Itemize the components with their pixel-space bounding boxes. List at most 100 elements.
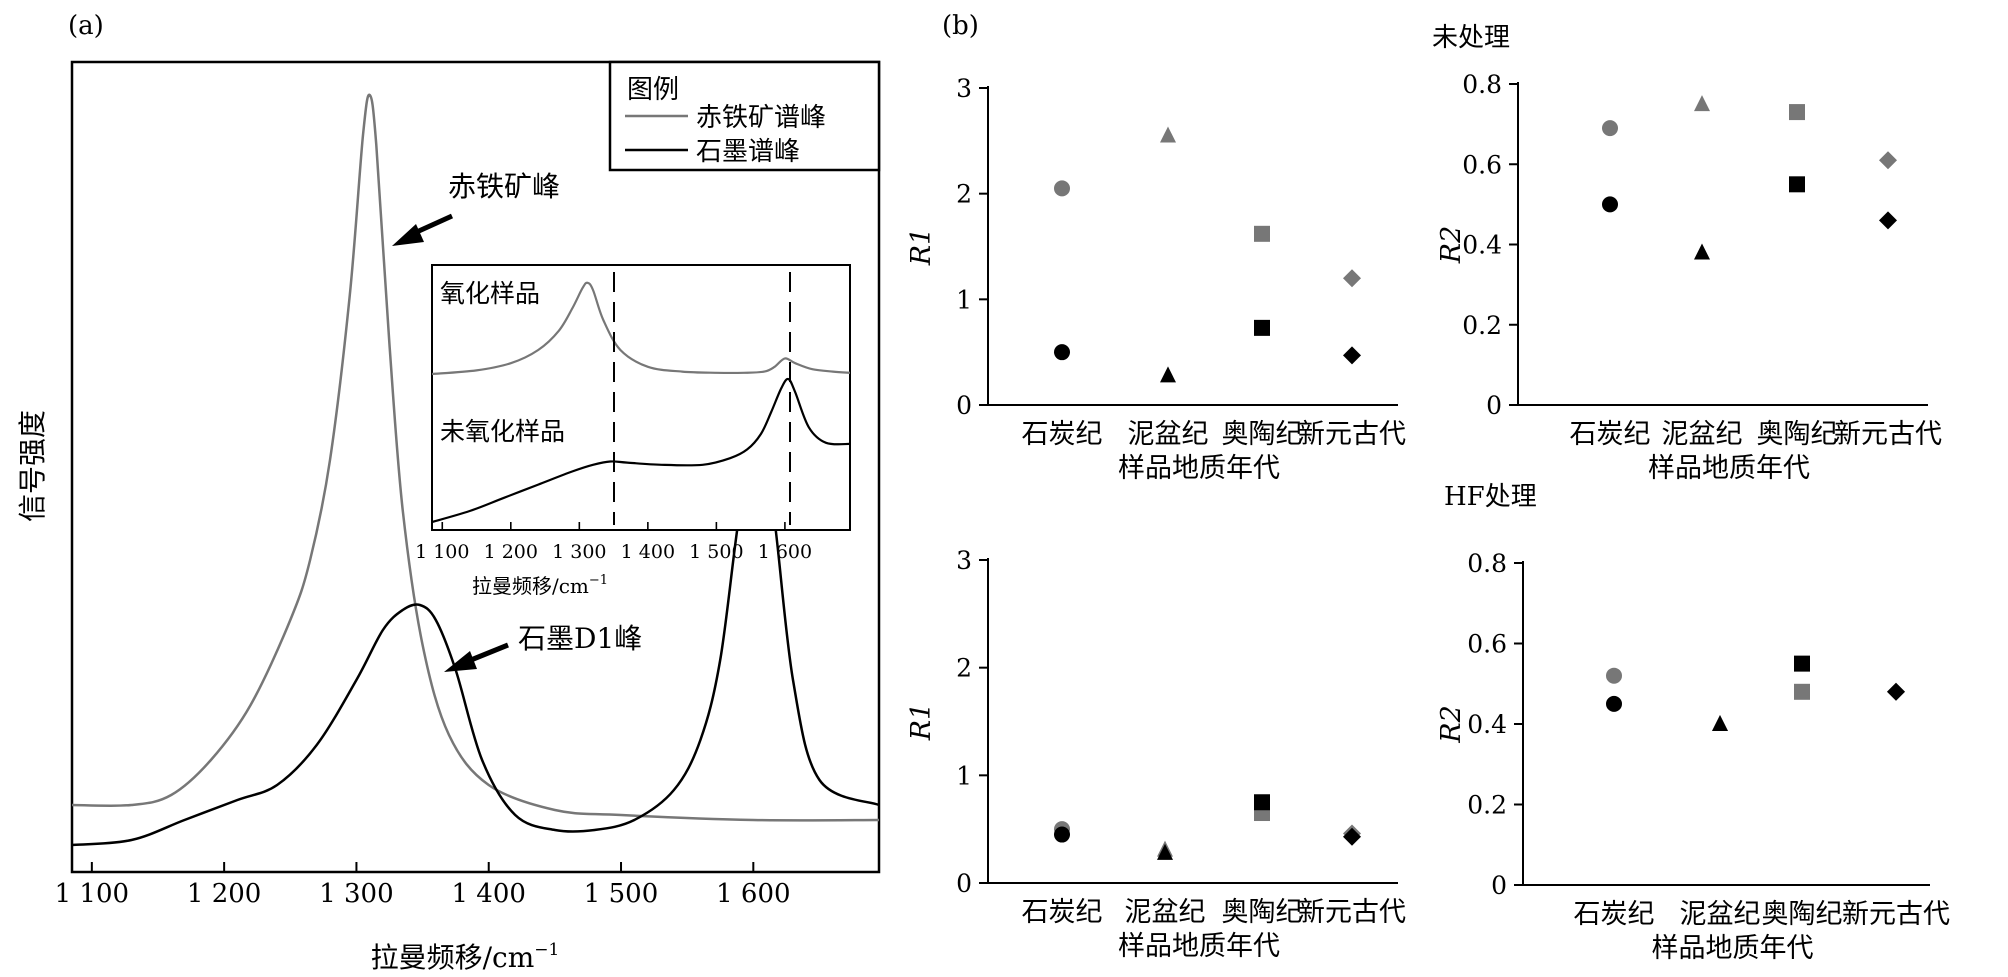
x-axis-label: 样品地质年代 [1652,933,1814,964]
inset-x-tick-label: 1 600 [758,541,812,563]
data-point-black-triangle [1160,366,1176,383]
y-tick-label: 0.8 [1467,549,1507,578]
panel-a-ylabel: 信号强度 [16,410,49,522]
y-tick-label: 3 [956,74,972,103]
panel-a-frame [70,60,881,874]
category-label: 新元古代 [1842,899,1950,930]
data-point-gray-square [1794,683,1810,700]
x-axis-label: 样品地质年代 [1648,453,1810,484]
category-label: 石炭纪 [1574,899,1655,930]
annotation-graphite-d1: 石墨D1峰 [518,622,642,655]
inset-x-ticks: 1 100 1 200 1 300 1 400 1 500 1 600 [415,522,812,563]
y-axis-label: R1 [906,228,937,267]
main-x-tick-label: 1 500 [584,879,658,909]
data-point-gray-circle [1606,667,1622,684]
data-point-gray-diamond [1343,269,1361,288]
category-label: 新元古代 [1298,419,1406,450]
legend-title: 图例 [627,75,679,105]
y-tick-label: 1 [956,761,972,790]
inset-frame [431,264,851,531]
y-tick-label: 0.2 [1467,791,1507,820]
category-label: 泥盆纪 [1128,419,1209,450]
category-label: 泥盆纪 [1125,897,1206,928]
category-label: 石炭纪 [1022,419,1103,450]
inset-spectra [432,281,850,524]
data-point-black-square [1794,655,1810,672]
category-label: 新元古代 [1834,419,1942,450]
arrow-graphite-head [444,651,477,672]
y-tick-label: 0 [956,869,972,898]
y-axis-label: R1 [906,703,937,742]
data-point-black-circle [1054,344,1070,361]
inset-label-oxidized: 氧化样品 [440,279,540,308]
inset-x-tick-label: 1 300 [552,541,606,563]
data-point-black-triangle [1694,243,1710,260]
inset-line-oxidized [432,281,850,376]
data-point-gray-circle [1602,120,1618,137]
y-axis-label: R2 [1436,705,1467,744]
spectrum-line-hematite [72,93,879,822]
legend: 图例 赤铁矿谱峰 石墨谱峰 [608,60,881,172]
data-point-black-diamond [1343,346,1361,365]
y-tick-label: 2 [956,654,972,683]
category-label: 石炭纪 [1022,897,1103,928]
inset-line-unoxidized [432,377,850,524]
data-point-black-diamond [1879,211,1897,230]
data-point-gray-diamond [1879,151,1897,170]
data-point-gray-triangle [1160,126,1176,143]
legend-entry-graphite: 石墨谱峰 [696,137,800,167]
y-tick-label: 0.4 [1462,231,1502,260]
x-axis-label: 样品地质年代 [1118,453,1280,484]
main-x-ticks: 1 100 1 200 1 300 1 400 1 500 1 600 [55,862,791,909]
data-point-gray-circle [1054,180,1070,197]
data-point-black-diamond [1887,682,1905,701]
y-tick-label: 1 [956,285,972,314]
panel-a-label: (a) [68,11,104,41]
y-tick-label: 0.8 [1462,70,1502,99]
panel-b-label: (b) [942,11,979,41]
main-x-tick-label: 1 200 [187,879,261,909]
category-label: 奥陶纪 [1222,419,1303,450]
panel-a-xlabel: 拉曼频移/cm−1 [371,940,560,974]
x-axis-label: 样品地质年代 [1118,931,1280,962]
y-tick-label: 0.6 [1467,630,1507,659]
y-tick-label: 3 [956,546,972,575]
data-point-gray-square [1254,225,1270,242]
y-tick-label: 2 [956,180,972,209]
y-tick-label: 0 [1491,871,1507,900]
inset-xlabel: 拉曼频移/cm−1 [472,573,608,598]
inset-x-tick-label: 1 100 [415,541,469,563]
panel-b-title-untreated: 未处理 [1432,23,1510,53]
y-tick-label: 0.6 [1462,150,1502,179]
legend-entry-hematite: 赤铁矿谱峰 [696,103,826,133]
main-x-tick-label: 1 300 [319,879,393,909]
data-point-black-diamond [1343,827,1361,846]
y-tick-label: 0 [1486,391,1502,420]
data-point-black-triangle [1712,715,1728,731]
data-point-black-triangle [1157,843,1173,860]
data-point-black-circle [1054,826,1070,843]
main-x-tick-label: 1 600 [716,879,790,909]
inset-x-tick-label: 1 500 [689,541,743,563]
data-point-gray-triangle [1694,95,1710,112]
category-label: 泥盆纪 [1680,899,1761,930]
y-axis-label: R2 [1436,226,1467,265]
category-label: 奥陶纪 [1762,899,1843,930]
main-x-tick-label: 1 100 [55,879,129,909]
panel-b-title-hf: HF处理 [1444,482,1537,512]
annotation-hematite-peak: 赤铁矿峰 [448,170,560,203]
y-tick-label: 0 [956,391,972,420]
arrow-hematite-head [392,224,424,246]
category-label: 奥陶纪 [1757,419,1838,450]
inset-x-tick-label: 1 400 [621,541,675,563]
data-point-black-square [1789,176,1805,193]
data-point-black-circle [1606,695,1622,712]
inset-label-unoxidized: 未氧化样品 [440,417,565,446]
main-x-tick-label: 1 400 [452,879,526,909]
